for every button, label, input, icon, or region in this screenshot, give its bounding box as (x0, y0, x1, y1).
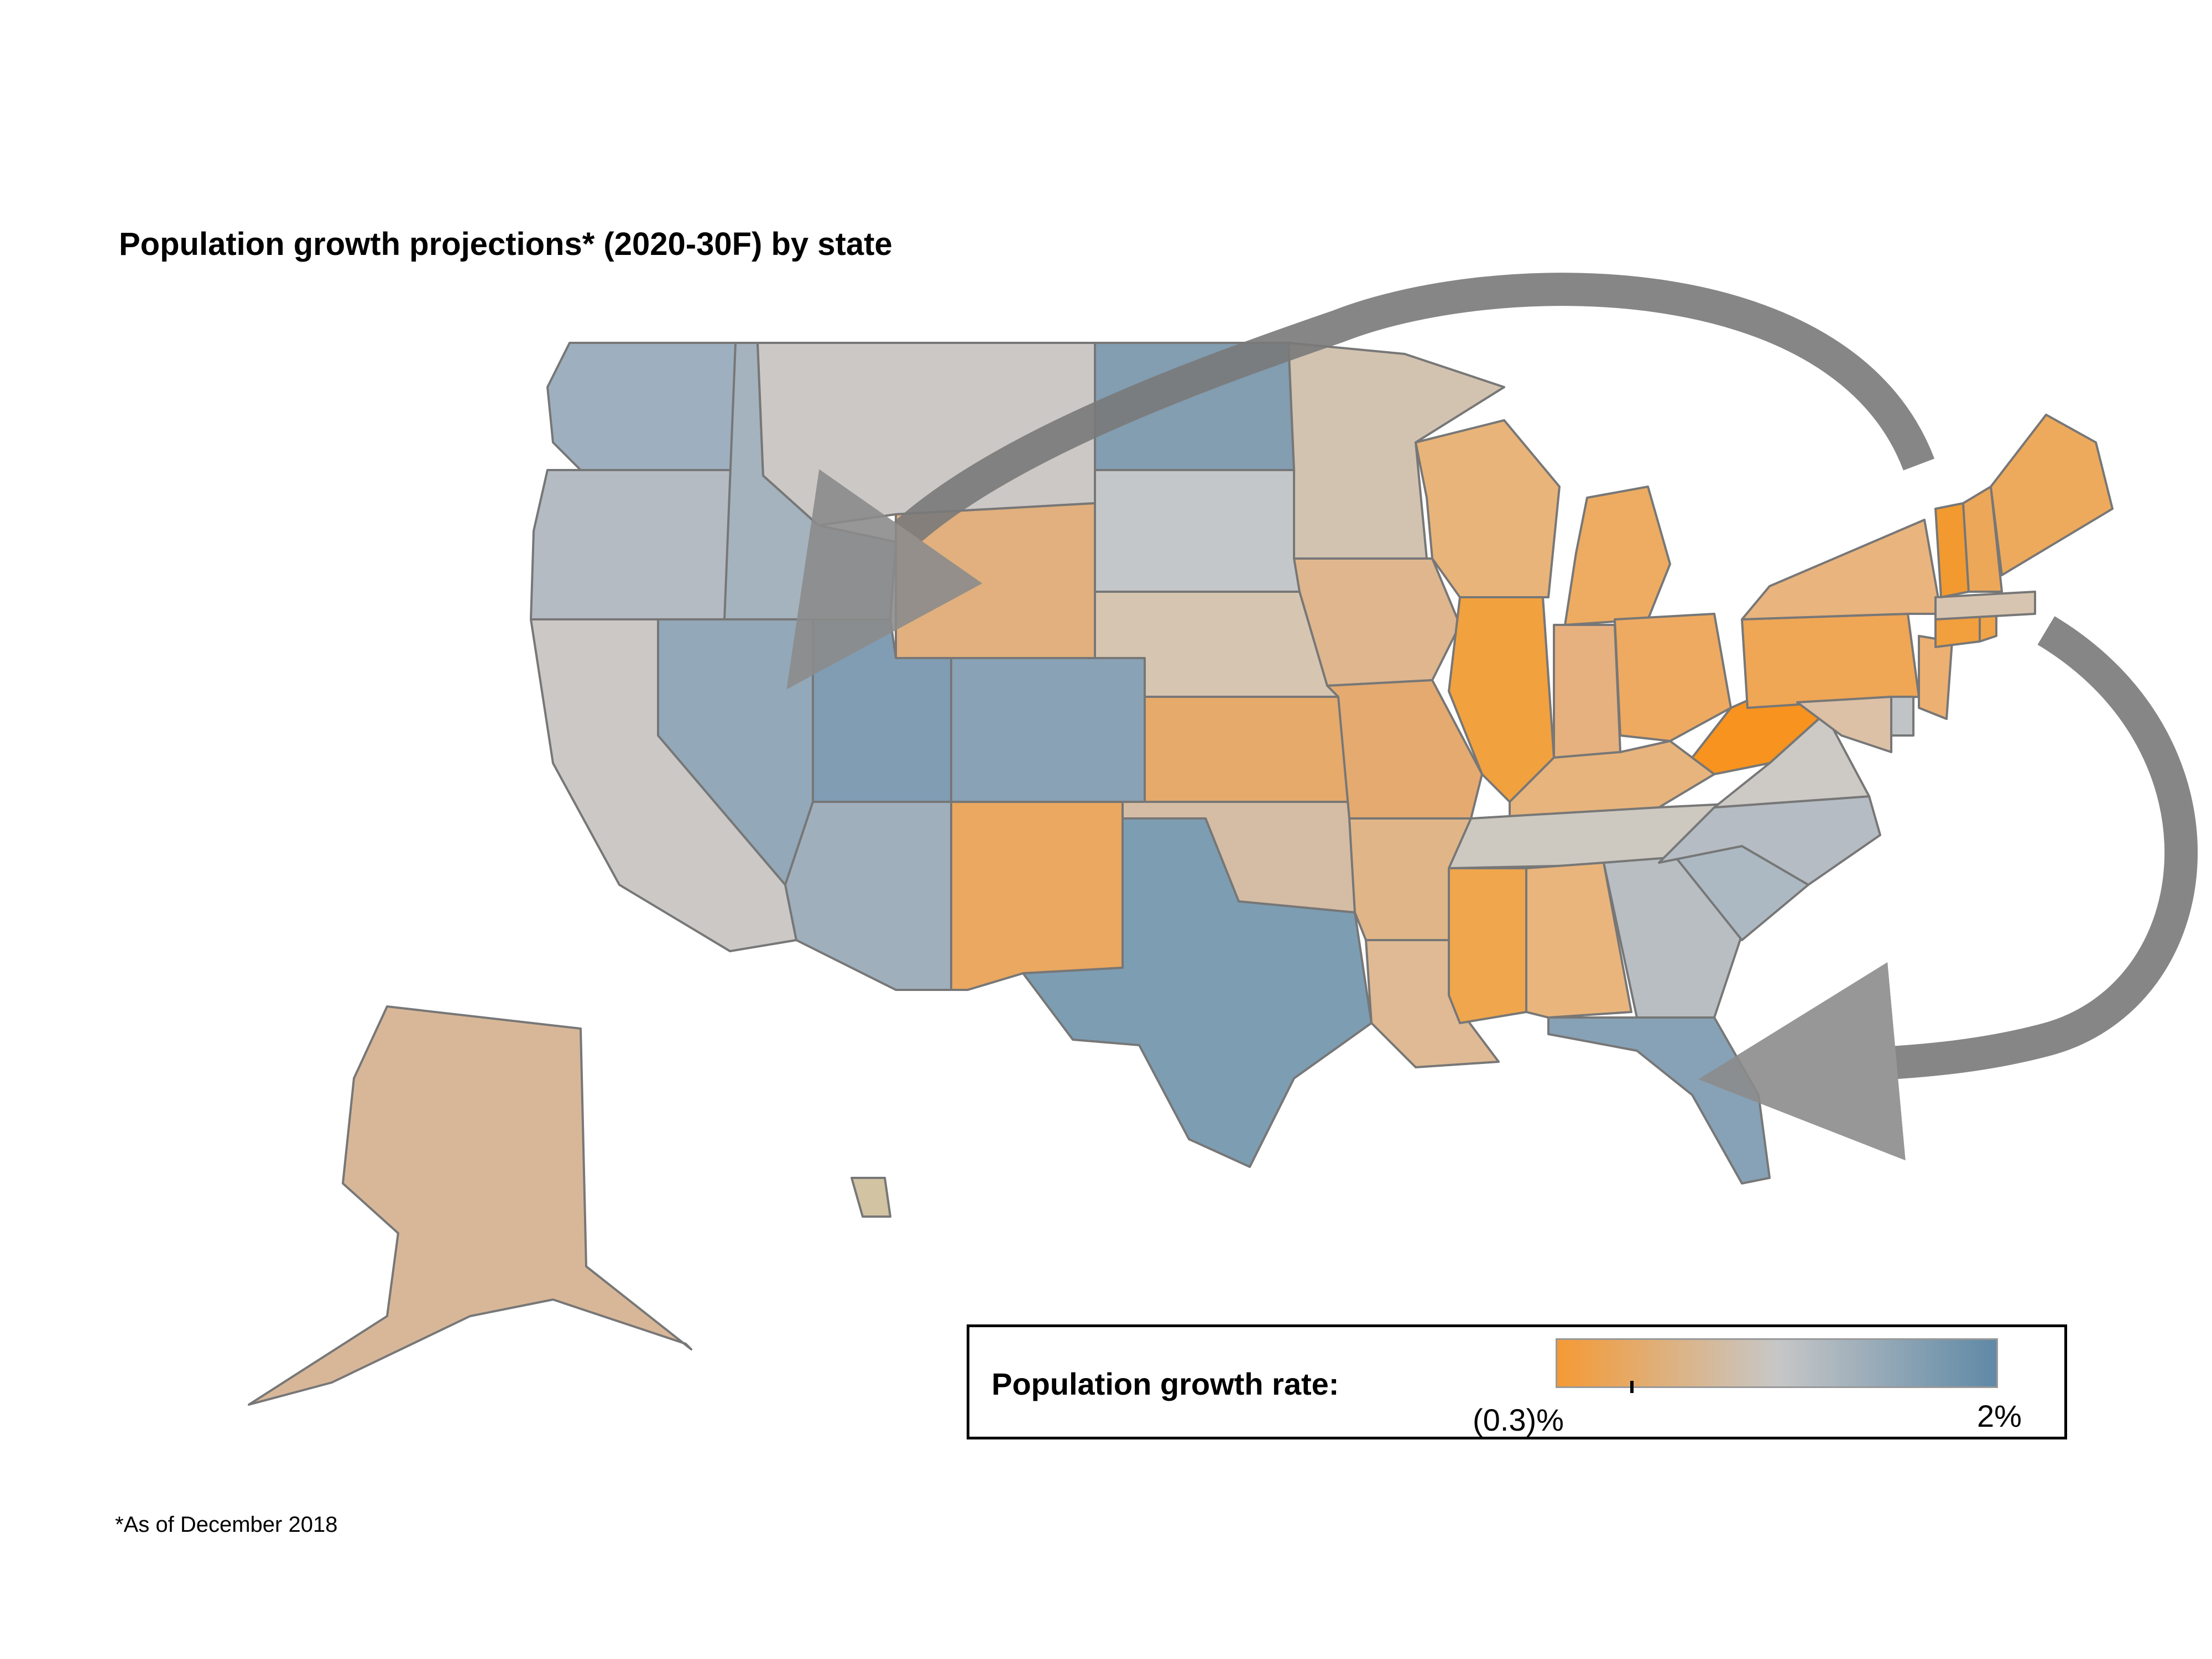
state-ri (1979, 613, 1997, 643)
state-or (530, 469, 737, 620)
state-sd (1094, 469, 1301, 593)
state-de (1890, 696, 1914, 737)
legend-title: Population growth rate: (992, 1366, 1339, 1401)
state-nh (1962, 486, 2003, 593)
state-ny (1741, 519, 1942, 620)
state-mn (1287, 342, 1505, 560)
state-fl (1547, 1016, 1771, 1185)
legend-max-label: 2% (1977, 1399, 2022, 1433)
state-in (1553, 624, 1621, 759)
state-me (1990, 414, 2114, 576)
state-hi (851, 1177, 891, 1218)
state-ms (1448, 867, 1527, 1024)
state-tx (1022, 817, 1373, 1168)
state-ks (1144, 696, 1350, 803)
arrow-northeast-to-west (786, 273, 1935, 690)
state-pa (1741, 613, 1920, 709)
legend-color-scale (1556, 1338, 1998, 1388)
migration-arrows (786, 273, 2198, 1161)
state-co (950, 657, 1146, 803)
arrow-northeast-to-southeast (1698, 616, 2198, 1161)
legend: Population growth rate: (0.3)% 2% (967, 1324, 2067, 1439)
map-title: Population growth projections* (2020-30F… (119, 226, 893, 262)
state-wa (546, 342, 737, 471)
legend-marker (1630, 1381, 1634, 1393)
state-al (1525, 862, 1632, 1019)
states-layer (248, 342, 2114, 1406)
state-ak (248, 1005, 692, 1406)
legend-min-label: (0.3)% (1473, 1402, 1564, 1437)
state-ma (1934, 591, 2036, 620)
state-az (784, 801, 952, 991)
state-md (1796, 696, 1892, 753)
state-nj (1918, 635, 1953, 720)
state-oh (1614, 613, 1732, 742)
footnote: *As of December 2018 (115, 1512, 338, 1537)
state-nm (950, 801, 1124, 991)
state-mi (1564, 486, 1671, 626)
